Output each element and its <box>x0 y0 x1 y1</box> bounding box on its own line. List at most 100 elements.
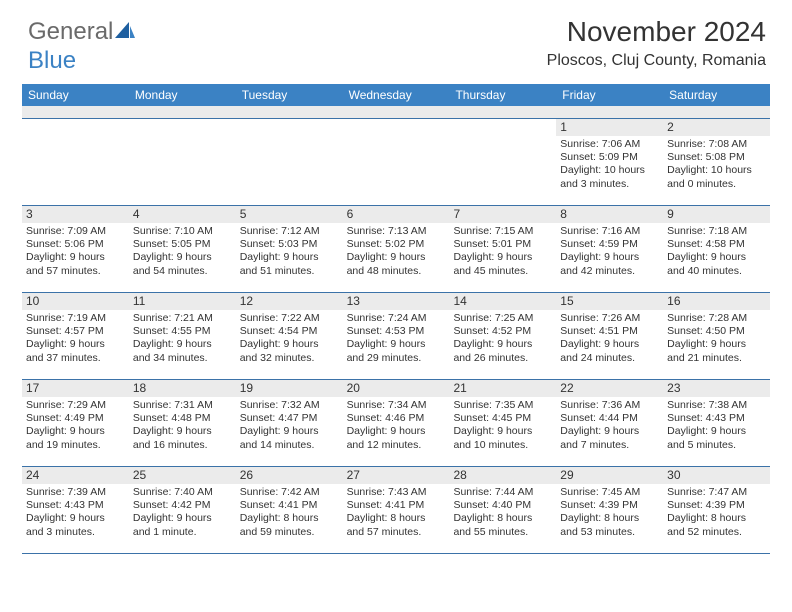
day-cell: 30Sunrise: 7:47 AMSunset: 4:39 PMDayligh… <box>663 467 770 553</box>
day-info: Sunrise: 7:21 AMSunset: 4:55 PMDaylight:… <box>133 312 232 365</box>
day-number: 10 <box>26 294 39 308</box>
day-number-bar: 10 <box>22 293 129 310</box>
day-number-bar: 14 <box>449 293 556 310</box>
day-info-line: and 7 minutes. <box>560 439 659 452</box>
day-cell: 17Sunrise: 7:29 AMSunset: 4:49 PMDayligh… <box>22 380 129 466</box>
day-number-bar: 30 <box>663 467 770 484</box>
day-info: Sunrise: 7:15 AMSunset: 5:01 PMDaylight:… <box>453 225 552 278</box>
day-number: 26 <box>240 468 253 482</box>
day-info: Sunrise: 7:12 AMSunset: 5:03 PMDaylight:… <box>240 225 339 278</box>
day-info-line: Daylight: 9 hours <box>240 251 339 264</box>
day-info-line: Daylight: 8 hours <box>667 512 766 525</box>
day-number: 22 <box>560 381 573 395</box>
day-number-bar: 9 <box>663 206 770 223</box>
day-number-bar: 15 <box>556 293 663 310</box>
day-info-line: and 52 minutes. <box>667 526 766 539</box>
day-info-line: and 12 minutes. <box>347 439 446 452</box>
day-cell: 19Sunrise: 7:32 AMSunset: 4:47 PMDayligh… <box>236 380 343 466</box>
day-info-line: and 14 minutes. <box>240 439 339 452</box>
day-cell: 11 Sunrise: 7:21 AMSunset: 4:55 PMDayligh… <box>129 293 236 379</box>
day-info-line: Sunrise: 7:22 AM <box>240 312 339 325</box>
day-number-bar: 19 <box>236 380 343 397</box>
day-number: 17 <box>26 381 39 395</box>
day-cell <box>22 119 129 205</box>
day-info-line: Sunrise: 7:38 AM <box>667 399 766 412</box>
day-info-line: Daylight: 9 hours <box>347 251 446 264</box>
day-number-bar: 2 <box>663 119 770 136</box>
day-info-line: Daylight: 8 hours <box>453 512 552 525</box>
day-number-bar: 17 <box>22 380 129 397</box>
day-cell: 2Sunrise: 7:08 AMSunset: 5:08 PMDaylight… <box>663 119 770 205</box>
week-row: 17Sunrise: 7:29 AMSunset: 4:49 PMDayligh… <box>22 379 770 466</box>
day-cell: 26Sunrise: 7:42 AMSunset: 4:41 PMDayligh… <box>236 467 343 553</box>
day-info-line: Sunrise: 7:39 AM <box>26 486 125 499</box>
day-info-line: and 53 minutes. <box>560 526 659 539</box>
day-info-line: Sunrise: 7:19 AM <box>26 312 125 325</box>
day-info-line: Sunset: 5:05 PM <box>133 238 232 251</box>
day-info: Sunrise: 7:13 AMSunset: 5:02 PMDaylight:… <box>347 225 446 278</box>
day-info-line: Daylight: 9 hours <box>26 425 125 438</box>
day-info-line: Daylight: 8 hours <box>560 512 659 525</box>
day-info-line: Sunrise: 7:28 AM <box>667 312 766 325</box>
day-info-line: Sunset: 4:50 PM <box>667 325 766 338</box>
day-cell: 13Sunrise: 7:24 AMSunset: 4:53 PMDayligh… <box>343 293 450 379</box>
day-cell: 10 Sunrise: 7:19 AMSunset: 4:57 PMDayligh… <box>22 293 129 379</box>
header-block: November 2024 Ploscos, Cluj County, Roma… <box>547 16 766 70</box>
day-info-line: Sunrise: 7:29 AM <box>26 399 125 412</box>
day-number: 4 <box>133 207 140 221</box>
day-cell: 23Sunrise: 7:38 AMSunset: 4:43 PMDayligh… <box>663 380 770 466</box>
day-info-line: Daylight: 9 hours <box>26 338 125 351</box>
day-info-line: Sunset: 4:57 PM <box>26 325 125 338</box>
day-info-line: Sunrise: 7:43 AM <box>347 486 446 499</box>
day-info: Sunrise: 7:16 AMSunset: 4:59 PMDaylight:… <box>560 225 659 278</box>
day-info-line: Daylight: 10 hours <box>667 164 766 177</box>
day-info-line: Daylight: 8 hours <box>240 512 339 525</box>
day-info-line: Sunset: 4:39 PM <box>667 499 766 512</box>
day-number: 20 <box>347 381 360 395</box>
day-number-bar: 21 <box>449 380 556 397</box>
day-cell: 20 Sunrise: 7:34 AMSunset: 4:46 PMDayligh… <box>343 380 450 466</box>
day-info-line: Daylight: 8 hours <box>347 512 446 525</box>
calendar-grid: Sunday Monday Tuesday Wednesday Thursday… <box>22 84 770 554</box>
day-cell: 9Sunrise: 7:18 AMSunset: 4:58 PMDaylight… <box>663 206 770 292</box>
day-cell <box>129 119 236 205</box>
day-info-line: and 29 minutes. <box>347 352 446 365</box>
day-info-line: Sunrise: 7:21 AM <box>133 312 232 325</box>
day-info-line: Daylight: 9 hours <box>560 251 659 264</box>
week-row: 24Sunrise: 7:39 AMSunset: 4:43 PMDayligh… <box>22 466 770 554</box>
day-number: 9 <box>667 207 674 221</box>
day-info: Sunrise: 7:26 AMSunset: 4:51 PMDaylight:… <box>560 312 659 365</box>
day-cell: 14Sunrise: 7:25 AMSunset: 4:52 PMDayligh… <box>449 293 556 379</box>
day-info: Sunrise: 7:39 AMSunset: 4:43 PMDaylight:… <box>26 486 125 539</box>
day-info-line: and 1 minute. <box>133 526 232 539</box>
weekday-header: Thursday <box>449 84 556 106</box>
day-info-line: Sunrise: 7:36 AM <box>560 399 659 412</box>
day-number-bar: 1 <box>556 119 663 136</box>
day-info: Sunrise: 7:19 AMSunset: 4:57 PMDaylight:… <box>26 312 125 365</box>
day-number-bar: 20 <box>343 380 450 397</box>
day-info-line: Sunset: 4:41 PM <box>347 499 446 512</box>
day-info-line: Sunrise: 7:34 AM <box>347 399 446 412</box>
day-number-bar: 8 <box>556 206 663 223</box>
logo-text-1: General <box>28 18 113 45</box>
day-number: 14 <box>453 294 466 308</box>
logo-sail-icon <box>115 19 135 47</box>
day-info-line: Sunset: 4:41 PM <box>240 499 339 512</box>
weekday-header: Tuesday <box>236 84 343 106</box>
day-info-line: Sunrise: 7:40 AM <box>133 486 232 499</box>
day-info-line: and 21 minutes. <box>667 352 766 365</box>
month-title: November 2024 <box>547 16 766 48</box>
day-number-bar: 7 <box>449 206 556 223</box>
day-number-bar: 27 <box>343 467 450 484</box>
day-info-line: Daylight: 9 hours <box>240 338 339 351</box>
day-number: 11 <box>133 294 145 308</box>
day-info-line: Sunrise: 7:15 AM <box>453 225 552 238</box>
day-info-line: Sunrise: 7:35 AM <box>453 399 552 412</box>
day-info-line: Sunset: 4:52 PM <box>453 325 552 338</box>
day-info-line: and 37 minutes. <box>26 352 125 365</box>
day-cell: 6Sunrise: 7:13 AMSunset: 5:02 PMDaylight… <box>343 206 450 292</box>
week-row: 10Sunrise: 7:19 AMSunset: 4:57 PMDayligh… <box>22 292 770 379</box>
day-info-line: Daylight: 9 hours <box>667 338 766 351</box>
day-number: 19 <box>240 381 253 395</box>
day-info: Sunrise: 7:34 AMSunset: 4:46 PMDaylight:… <box>347 399 446 452</box>
